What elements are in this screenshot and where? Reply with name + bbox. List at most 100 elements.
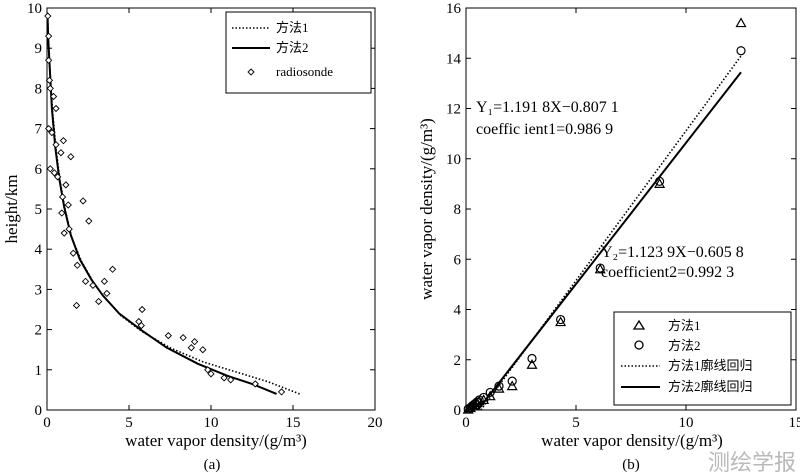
radiosonde-point	[81, 277, 90, 285]
chart-b-ytick-label: 8	[454, 202, 462, 218]
chart-a-data	[44, 12, 300, 396]
chart-b-legend-swatch-method2	[634, 340, 644, 350]
chart-b-ytick-label: 14	[446, 51, 462, 67]
radiosonde-point	[45, 32, 53, 40]
radiosonde-point	[57, 149, 65, 157]
chart-a-ytick-label: 3	[35, 282, 43, 298]
radiosonde-point	[95, 297, 103, 306]
radiosonde-point	[100, 277, 109, 285]
chart-a-ytick-label: 0	[35, 403, 43, 419]
radiosonde-point	[59, 137, 68, 145]
chart-a-ytick-label: 8	[35, 81, 43, 97]
chart-b-annotation2-coefficient: coefficient2=0.992 3	[601, 264, 734, 281]
method1-point	[506, 380, 518, 391]
chart-a-legend-label-radiosonde: radiosonde	[276, 64, 333, 79]
chart-a-legend-label-method2: 方法2	[276, 40, 309, 55]
method2-point	[527, 353, 537, 364]
radiosonde-point	[199, 346, 207, 354]
chart-a-legend-swatch-radiosonde	[247, 68, 255, 76]
radiosonde-point	[60, 229, 68, 237]
chart-a-xtick-label: 10	[204, 415, 219, 431]
chart-b-panel-label: (b)	[622, 457, 640, 473]
method2-point	[555, 314, 566, 325]
chart-b-xtick-label: 10	[679, 415, 694, 431]
radiosonde-point	[207, 370, 215, 378]
radiosonde-point	[65, 225, 73, 233]
chart-a-ytick-label: 6	[35, 162, 43, 178]
method1-point	[654, 178, 666, 188]
radiosonde-point	[45, 56, 53, 64]
chart-b-legend-swatch-method1	[632, 319, 646, 330]
radiosonde-point	[227, 376, 235, 384]
radiosonde-point	[190, 338, 199, 346]
chart-a-ytick-label: 5	[35, 202, 43, 218]
radiosonde-point	[85, 217, 93, 225]
method2-point	[472, 397, 482, 407]
chart-b-ytick-label: 2	[454, 353, 462, 369]
radiosonde-point	[179, 334, 187, 342]
chart-b-ytick-label: 10	[446, 152, 461, 168]
radiosonde-point	[62, 181, 70, 189]
chart-a-legend: 方法1 方法2 radiosonde	[225, 11, 372, 94]
chart-b-ytick-label: 16	[446, 1, 462, 17]
method2-profile-line	[46, 15, 277, 395]
chart-a-x-ticks: 0 5 10 15 20	[43, 8, 383, 431]
chart-b-xlabel: water vapor density/(g/m³)	[541, 431, 723, 450]
chart-b-data	[462, 17, 747, 414]
regression2-line	[477, 71, 742, 411]
radiosonde-point	[220, 374, 228, 382]
journal-watermark: 测绘学报	[708, 451, 796, 476]
chart-b-legend-box	[613, 311, 792, 406]
radiosonde-point	[164, 331, 172, 340]
chart-b-xtick-label: 5	[572, 415, 580, 431]
chart-b-ytick-label: 6	[454, 252, 462, 268]
method1-point	[594, 263, 606, 274]
chart-a: 0 5 10 15 20 0 1 2 3 4 5 6 7 8 9 10 water vapor densit…	[2, 1, 383, 473]
chart-a-xtick-label: 20	[368, 415, 383, 431]
method2-point	[507, 376, 517, 386]
radiosonde-point	[89, 281, 97, 290]
radiosonde-point	[137, 321, 145, 330]
chart-a-ytick-label: 7	[35, 122, 43, 138]
chart-a-ylabel: height/km	[2, 175, 21, 244]
radiosonde-point	[52, 141, 60, 149]
radiosonde-point	[251, 380, 259, 388]
chart-b-annotation2-equation: Y₂=1.123 9X−0.605 8	[601, 244, 744, 261]
method1-point	[735, 17, 747, 28]
radiosonde-point	[67, 153, 75, 161]
radiosonde-point	[277, 388, 286, 396]
chart-b-legend-label-regression1: 方法1廓线回归	[668, 358, 753, 373]
chart-a-xtick-label: 15	[286, 415, 301, 431]
chart-b-annotation1-coefficient: coeffic ient1=0.986 9	[476, 121, 613, 138]
radiosonde-point	[79, 197, 87, 205]
chart-b-ylabel: water vapor density/(g/m³)	[417, 118, 436, 300]
method2-point	[474, 395, 484, 405]
method1-point	[493, 382, 505, 393]
radiosonde-point	[49, 92, 58, 101]
chart-b-xtick-label: 0	[462, 415, 470, 431]
radiosonde-point	[187, 344, 195, 352]
chart-a-ytick-label: 1	[35, 363, 43, 379]
chart-b-ytick-label: 12	[446, 102, 461, 118]
method1-point	[555, 316, 567, 327]
chart-b-legend: 方法1 方法2 方法1廓线回归 方法2廓线回归	[613, 311, 792, 406]
chart-a-xlabel: water vapor density/(g/m³)	[125, 431, 307, 450]
chart-a-y-ticks: 0 1 2 3 4 5 6 7 8 9 10	[27, 1, 375, 419]
chart-a-legend-box	[225, 11, 372, 94]
method1-point	[526, 359, 538, 369]
radiosonde-point	[46, 165, 54, 173]
chart-a-ytick-label: 2	[35, 323, 43, 339]
chart-b-x-ticks: 0 5 10 15	[462, 8, 800, 431]
chart-a-ytick-label: 10	[27, 1, 42, 17]
method2-point	[595, 263, 605, 273]
radiosonde-point	[45, 76, 54, 84]
chart-b-legend-label-regression2: 方法2廓线回归	[668, 379, 753, 394]
chart-a-xtick-label: 0	[43, 415, 51, 431]
chart-b-ytick-label: 0	[454, 403, 462, 419]
chart-b-legend-label-method1: 方法1	[668, 318, 701, 333]
chart-b-ytick-label: 4	[454, 303, 462, 319]
radiosonde-point	[54, 173, 62, 181]
chart-a-legend-label-method1: 方法1	[276, 20, 309, 35]
chart-b-annotation1-equation: Y₁=1.191 8X−0.807 1	[476, 99, 619, 116]
chart-b-legend-label-method2: 方法2	[668, 338, 701, 353]
